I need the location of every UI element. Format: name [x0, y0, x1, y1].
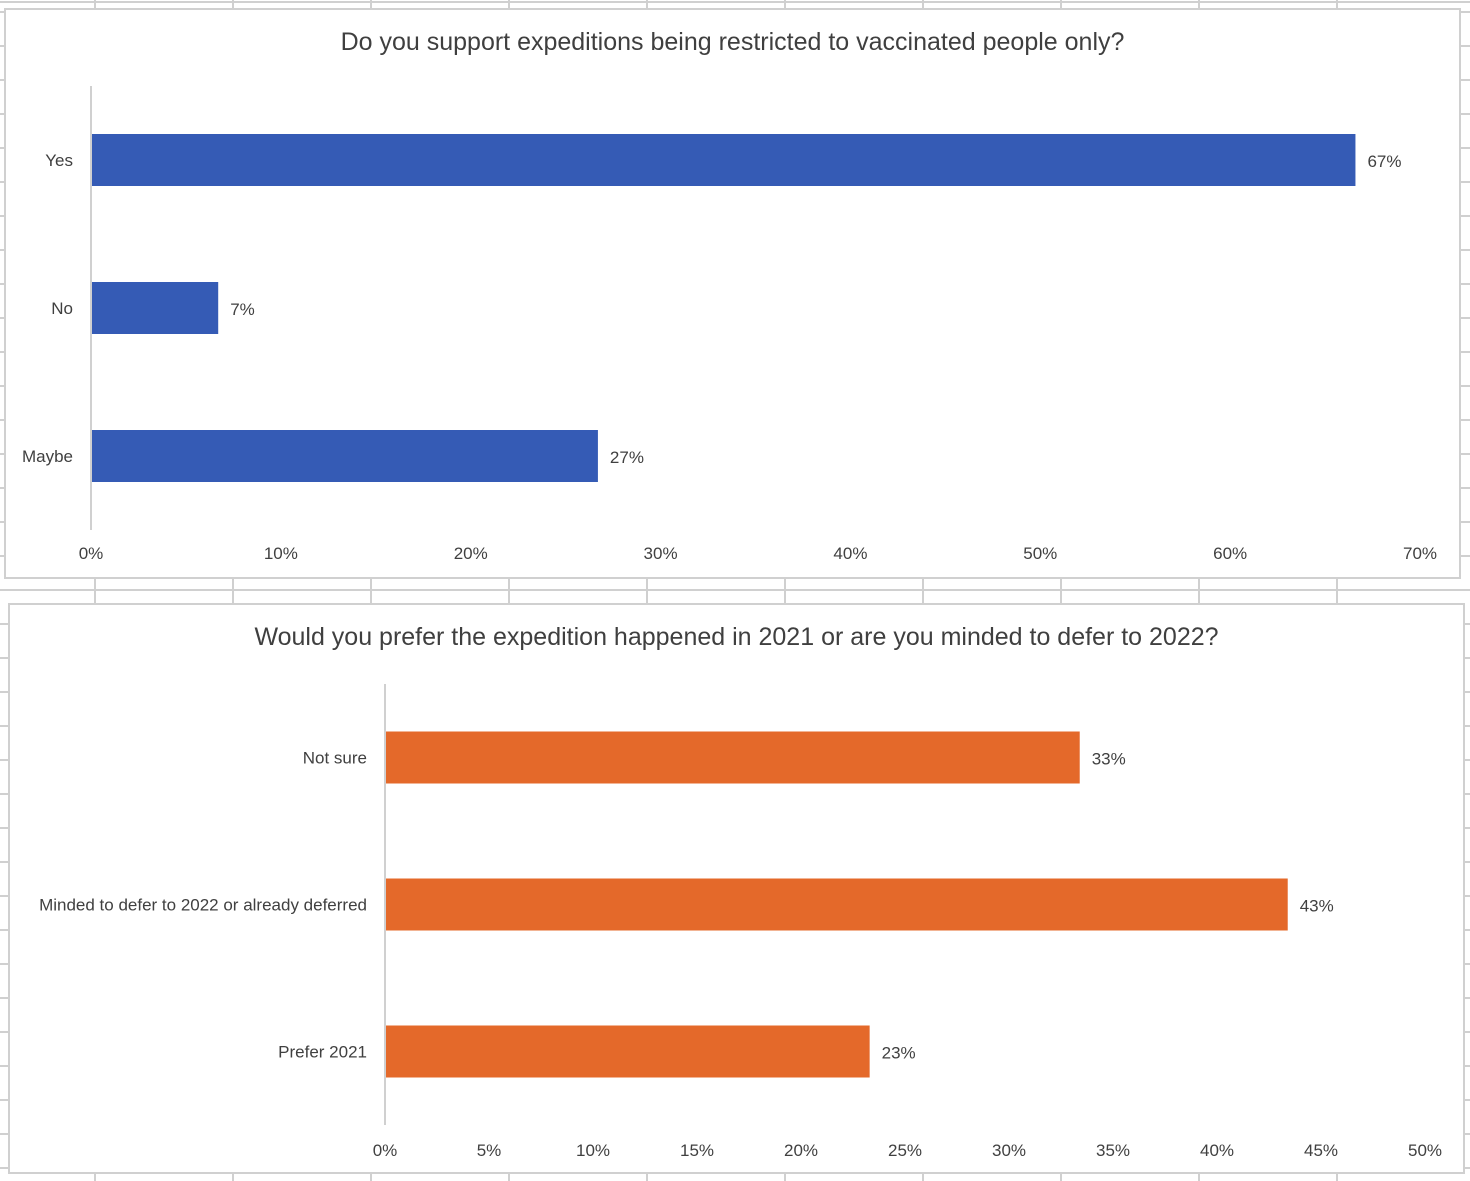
chart-title: Would you prefer the expedition happened… — [254, 623, 1219, 651]
data-label: 7% — [230, 300, 255, 319]
chart-expedition-timing[interactable]: Would you prefer the expedition happened… — [8, 603, 1465, 1174]
x-tick-label: 5% — [477, 1141, 502, 1160]
bar[interactable] — [92, 430, 598, 482]
x-tick-label: 0% — [79, 544, 104, 563]
x-tick-label: 40% — [1200, 1141, 1234, 1160]
category-label: Not sure — [303, 749, 367, 768]
x-tick-label: 30% — [992, 1141, 1026, 1160]
data-label: 23% — [882, 1044, 916, 1063]
x-tick-label: 20% — [784, 1141, 818, 1160]
category-label: Maybe — [22, 447, 73, 466]
x-tick-label: 10% — [264, 544, 298, 563]
category-label: No — [51, 299, 73, 318]
chart-title: Do you support expeditions being restric… — [340, 28, 1125, 56]
bar[interactable] — [386, 1025, 870, 1078]
x-tick-label: 20% — [454, 544, 488, 563]
bar-plot-area: Yes 67% No 7% Maybe 27% 0% 10% 20% 30% 40% 50% 60% 70… — [22, 86, 1437, 563]
data-label: 27% — [610, 448, 644, 467]
bar[interactable] — [92, 134, 1356, 186]
x-tick-label: 25% — [888, 1141, 922, 1160]
x-tick-label: 60% — [1213, 544, 1247, 563]
x-tick-label: 40% — [833, 544, 867, 563]
x-tick-label: 15% — [680, 1141, 714, 1160]
category-label: Prefer 2021 — [278, 1043, 367, 1062]
x-tick-label: 30% — [644, 544, 678, 563]
bar[interactable] — [386, 878, 1288, 931]
bar[interactable] — [92, 282, 219, 334]
x-tick-label: 70% — [1403, 544, 1437, 563]
x-tick-label: 45% — [1304, 1141, 1338, 1160]
bar[interactable] — [386, 731, 1080, 784]
x-tick-label: 10% — [576, 1141, 610, 1160]
data-label: 67% — [1367, 152, 1401, 171]
chart-vaccination-restriction[interactable]: Do you support expeditions being restric… — [4, 8, 1461, 579]
x-tick-label: 50% — [1023, 544, 1057, 563]
bar-plot-area: Not sure 33% Minded to defer to 2022 or al… — [39, 684, 1442, 1160]
category-label: Yes — [45, 151, 73, 170]
x-tick-label: 50% — [1408, 1141, 1442, 1160]
x-tick-label: 0% — [373, 1141, 398, 1160]
data-label: 33% — [1092, 750, 1126, 769]
data-label: 43% — [1300, 897, 1334, 916]
category-label: Minded to defer to 2022 or already defer… — [39, 896, 367, 915]
x-tick-label: 35% — [1096, 1141, 1130, 1160]
